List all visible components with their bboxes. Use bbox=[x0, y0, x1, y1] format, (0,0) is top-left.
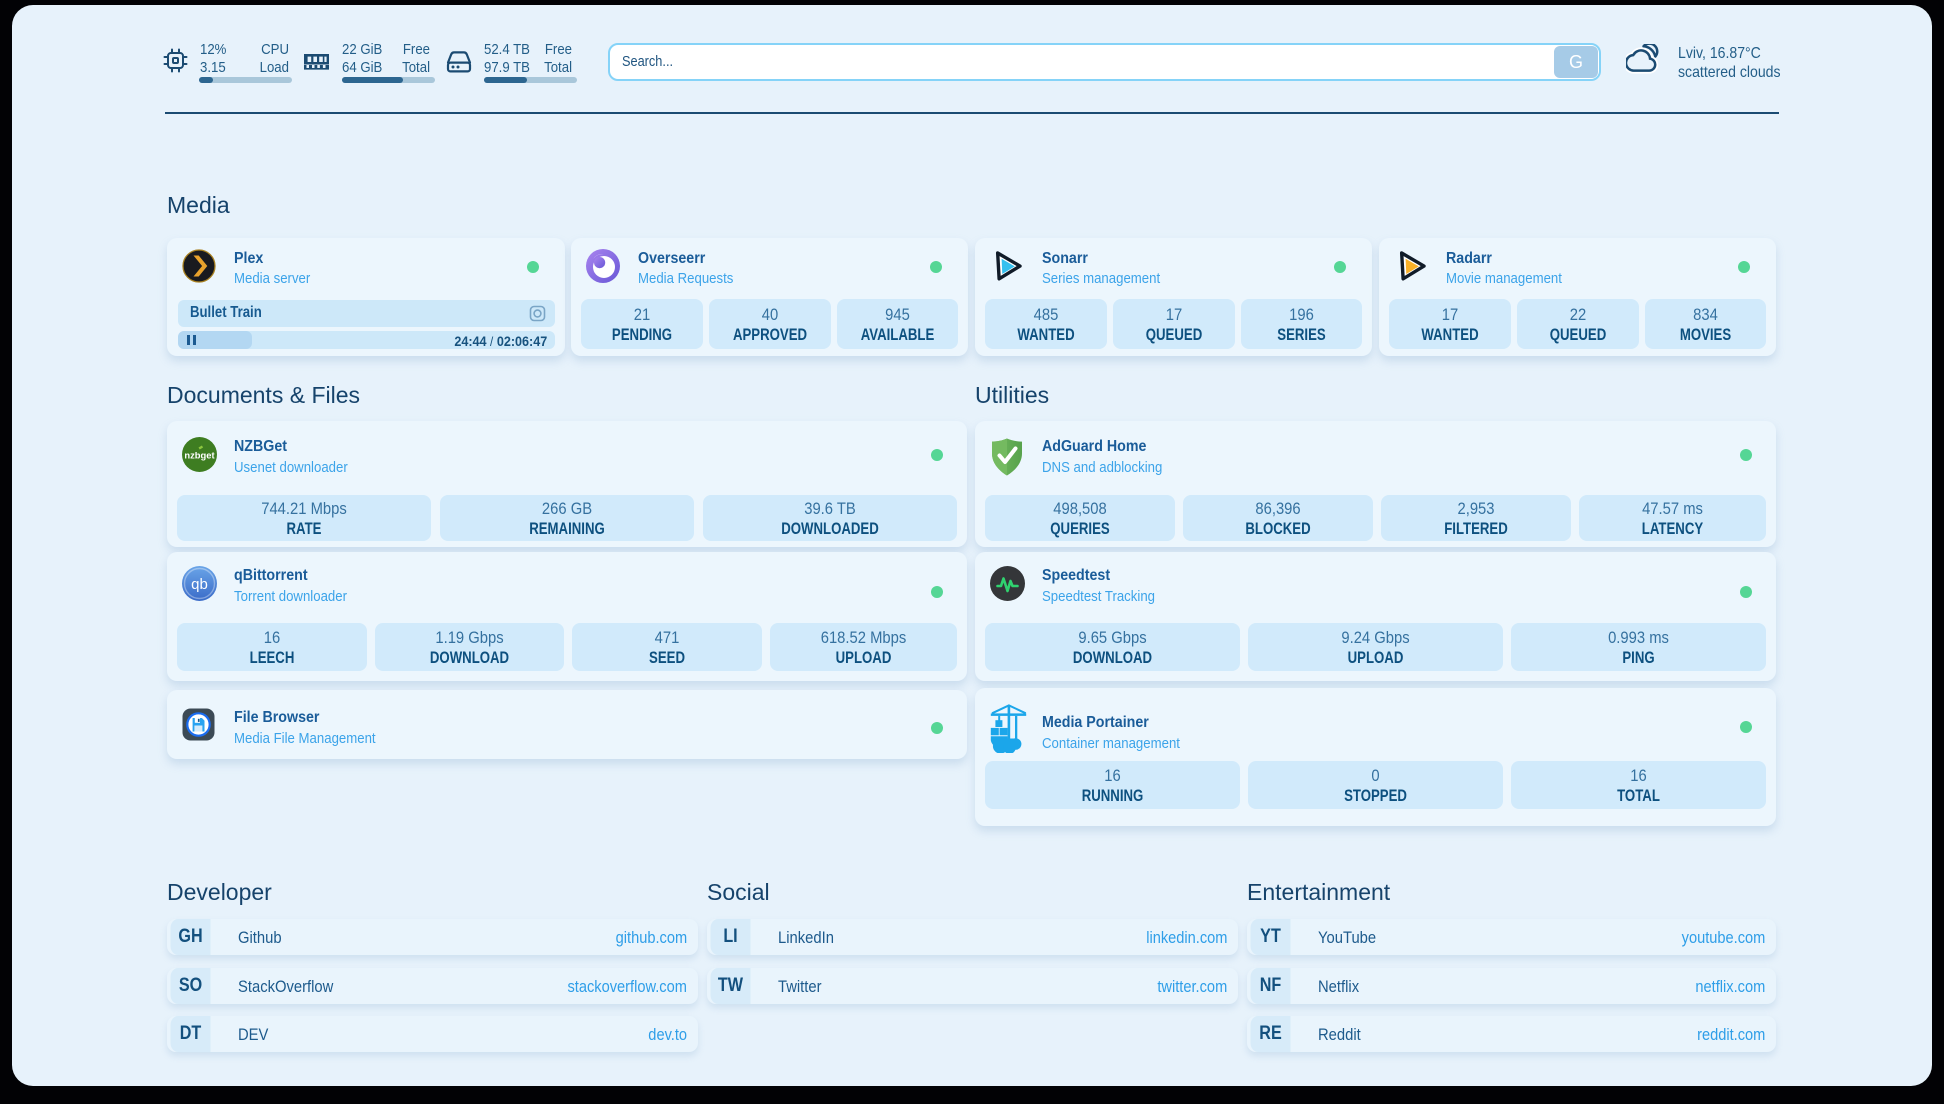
svg-text:nzbget: nzbget bbox=[184, 450, 214, 461]
svg-text:qb: qb bbox=[191, 576, 208, 593]
